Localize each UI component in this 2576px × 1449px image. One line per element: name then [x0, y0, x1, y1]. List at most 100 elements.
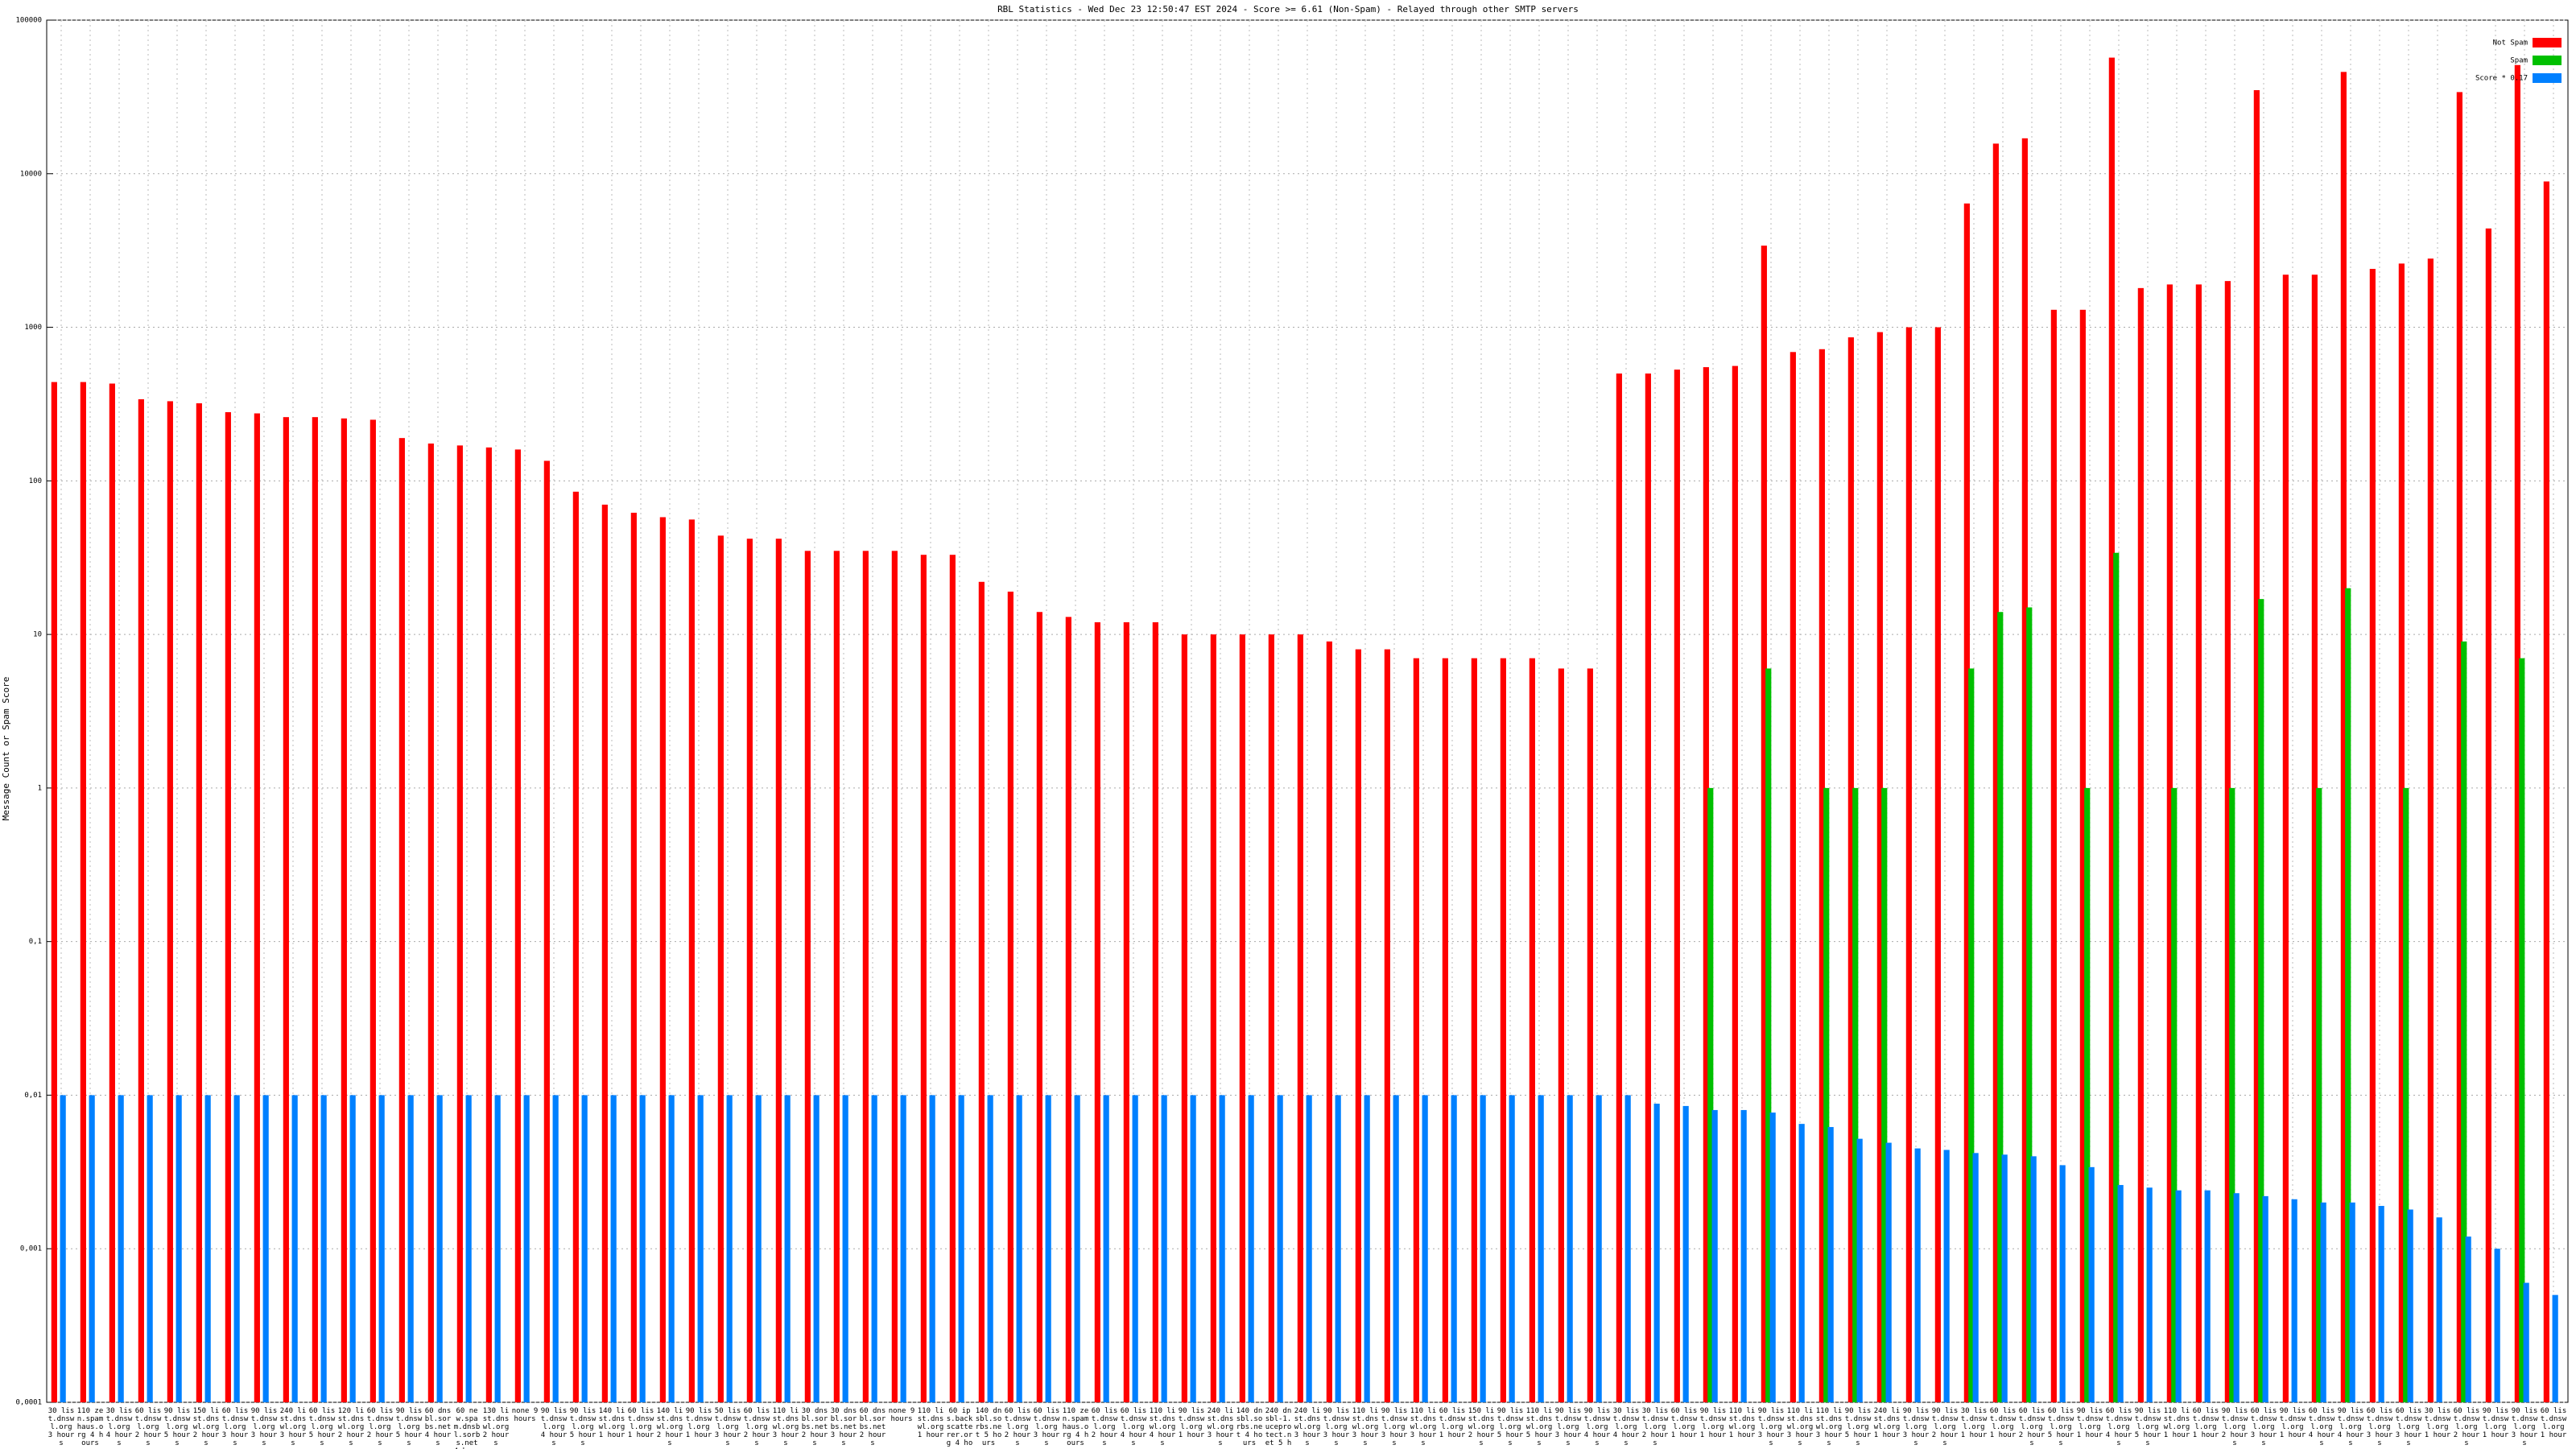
bar — [1277, 1095, 1283, 1402]
bar — [2146, 1187, 2153, 1402]
bar — [1529, 658, 1535, 1402]
bar — [552, 1095, 559, 1402]
bar — [262, 1095, 269, 1402]
y-tick-label: 1000 — [24, 324, 42, 332]
x-tick-label: 60 new.spam.dnsbl.sorbs.net 4 hours — [453, 1407, 481, 1449]
x-tick-label: 90 list.dnswl.org 4 hours — [2337, 1407, 2364, 1447]
x-tick-label: 30 list.dnswl.org 3 hours — [47, 1407, 75, 1447]
bar — [1451, 1095, 1457, 1402]
bar — [2117, 1185, 2124, 1402]
bar — [987, 1095, 993, 1402]
bar — [726, 1095, 733, 1402]
bar — [601, 504, 608, 1402]
x-tick-label: 60 list.dnswl.org 3 hours — [2395, 1407, 2422, 1447]
bar — [1326, 641, 1332, 1402]
legend-swatch — [2533, 38, 2562, 47]
bar — [1123, 622, 1129, 1402]
bar — [871, 1095, 877, 1402]
bar — [320, 1095, 327, 1402]
bar — [456, 445, 463, 1402]
bar — [1335, 1095, 1341, 1402]
x-tick-label: 60 list.dnswl.org 1 hour — [1439, 1407, 1466, 1439]
bar — [2195, 284, 2202, 1403]
bar — [1007, 591, 1013, 1402]
x-tick-label: 110 zen.spamhaus.org 4 hours — [1062, 1407, 1089, 1447]
bar — [2345, 588, 2351, 1402]
legend-swatch — [2533, 56, 2562, 65]
bar — [2001, 1154, 2008, 1402]
bar — [1016, 1095, 1022, 1402]
bar — [1707, 787, 1714, 1402]
bar — [1765, 668, 1772, 1402]
bar — [755, 1095, 762, 1402]
bar — [1827, 1127, 1834, 1402]
x-tick-label: 50 list.dnswl.org 3 hours — [714, 1407, 741, 1447]
bar — [1065, 617, 1071, 1402]
bar — [1558, 668, 1564, 1402]
bar — [2253, 89, 2260, 1402]
bar — [1823, 787, 1830, 1402]
bar — [543, 460, 550, 1403]
bar — [1036, 612, 1042, 1402]
bar — [2088, 1166, 2095, 1402]
bar — [1653, 1104, 1660, 1402]
bar — [514, 449, 521, 1402]
x-tick-label: 90 list.dnswl.org 3 hours — [1554, 1407, 1582, 1447]
bar — [465, 1095, 472, 1402]
bar — [1624, 1095, 1631, 1402]
bar — [427, 443, 434, 1403]
bar — [1852, 787, 1859, 1402]
bar — [813, 1095, 819, 1402]
bar — [688, 519, 695, 1402]
x-tick-label: 60 list.dnswl.org 2 hours — [1091, 1407, 1118, 1447]
bar — [378, 1095, 385, 1402]
legend-label: Not Spam — [2493, 39, 2528, 47]
bar — [2050, 309, 2057, 1403]
bar — [2543, 181, 2549, 1402]
bar — [2378, 1206, 2384, 1402]
bar — [1509, 1095, 1515, 1402]
bar — [891, 551, 898, 1403]
x-tick-label: 90 list.dnswl.org 5 hours — [2134, 1407, 2161, 1447]
bar — [1306, 1095, 1312, 1402]
x-tick-label: 110 list.dnswl.org 3 hours — [1786, 1407, 1814, 1447]
x-tick-label: 60 list.dnswl.org 5 hours — [2047, 1407, 2074, 1447]
x-tick-label: 90 list.dnswl.org 3 hours — [1323, 1407, 1350, 1447]
bar — [1297, 634, 1303, 1402]
bar — [1471, 658, 1477, 1402]
bar — [1790, 352, 1796, 1402]
bar — [1480, 1095, 1486, 1402]
bar — [494, 1095, 501, 1402]
y-tick-label: 100000 — [15, 17, 42, 25]
x-tick-label: 60 list.dnswl.org 1 hour — [1670, 1407, 1698, 1439]
x-tick-label: 60 list.dnswl.org 3 hours — [1033, 1407, 1060, 1447]
bar — [1616, 373, 1622, 1403]
bar — [2175, 1190, 2182, 1402]
bar — [1856, 1138, 1863, 1402]
bar — [2030, 1156, 2037, 1402]
bar — [118, 1095, 124, 1402]
legend-label: Spam — [2510, 57, 2528, 65]
x-tick-label: 90 list.dnswl.org 5 hours — [395, 1407, 423, 1447]
x-tick-label: 90 list.dnswl.org 5 hours — [1496, 1407, 1524, 1447]
x-tick-label: 60 dnsbl.sorbs.net 4 hours — [424, 1407, 452, 1447]
bar — [2461, 641, 2467, 1402]
x-tick-label: 30 list.dnswl.org 4 hours — [1612, 1407, 1640, 1447]
bar — [1355, 649, 1361, 1402]
bar — [1703, 367, 1709, 1402]
x-tick-label: 90 list.dnswl.org 3 hours — [2511, 1407, 2538, 1447]
bar — [1968, 668, 1975, 1402]
bar — [2021, 138, 2028, 1403]
x-tick-label: 110 list.dnswl.org 1 hour — [1728, 1407, 1756, 1439]
x-tick-label: 30 list.dnswl.org 1 hour — [2424, 1407, 2451, 1439]
bar — [2262, 1195, 2268, 1402]
bar — [2465, 1236, 2471, 1402]
bar — [1963, 203, 1970, 1402]
bar — [1732, 365, 1738, 1402]
bar — [109, 383, 115, 1402]
bar — [1045, 1095, 1051, 1402]
bar — [436, 1095, 443, 1402]
bar — [2108, 57, 2115, 1403]
